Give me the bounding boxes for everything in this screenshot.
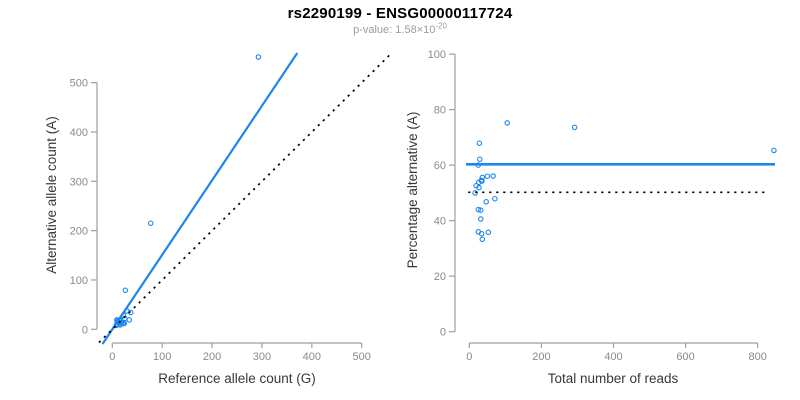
data-point: [478, 216, 484, 222]
fit-line: [101, 52, 299, 345]
x-tick-label: 800: [749, 351, 767, 363]
x-axis-title: Total number of reads: [548, 371, 679, 386]
identity-line: [98, 52, 393, 344]
y-tick-label: 20: [434, 271, 446, 283]
y-axis-title: Percentage alternative (A): [405, 112, 420, 269]
data-point: [479, 174, 486, 181]
x-tick-label: 600: [676, 351, 694, 363]
data-point: [255, 54, 262, 60]
x-tick-label: 200: [532, 351, 550, 363]
x-axis-title: Reference allele count (G): [158, 371, 316, 386]
data-point: [571, 124, 578, 131]
x-tick-label: 0: [466, 351, 472, 363]
data-point: [122, 287, 129, 294]
y-axis-title: Alternative allele count (A): [44, 116, 59, 274]
x-tick-label: 100: [153, 351, 171, 363]
data-point: [478, 207, 484, 213]
x-tick-label: 500: [353, 351, 371, 363]
y-tick-label: 100: [70, 275, 88, 287]
y-tick-label: 500: [70, 78, 88, 90]
data-point: [771, 147, 777, 154]
y-tick-label: 80: [434, 105, 446, 117]
data-point: [475, 179, 482, 186]
x-tick-label: 400: [604, 351, 622, 363]
data-point: [479, 178, 485, 184]
data-point: [476, 140, 483, 146]
data-point: [492, 195, 498, 202]
data-point: [121, 320, 128, 327]
y-tick-label: 0: [440, 327, 446, 339]
data-point: [484, 173, 491, 179]
y-tick-label: 60: [434, 160, 446, 172]
data-point: [147, 220, 154, 226]
y-tick-label: 200: [70, 226, 88, 238]
x-tick-label: 300: [253, 351, 271, 363]
data-point: [476, 184, 482, 191]
data-point: [478, 230, 485, 237]
data-point: [475, 206, 482, 213]
y-tick-label: 40: [434, 216, 446, 228]
x-tick-label: 400: [303, 351, 321, 363]
data-point: [485, 229, 492, 236]
y-tick-label: 400: [70, 127, 88, 139]
data-point: [479, 236, 486, 243]
y-tick-label: 100: [428, 49, 446, 61]
x-tick-label: 0: [109, 351, 115, 363]
data-point: [477, 156, 483, 163]
data-point: [490, 173, 496, 179]
data-point: [483, 199, 489, 205]
y-tick-label: 300: [70, 176, 88, 188]
data-point: [126, 317, 133, 323]
y-tick-label: 0: [82, 324, 88, 336]
x-tick-label: 200: [203, 351, 221, 363]
data-point: [504, 120, 510, 126]
